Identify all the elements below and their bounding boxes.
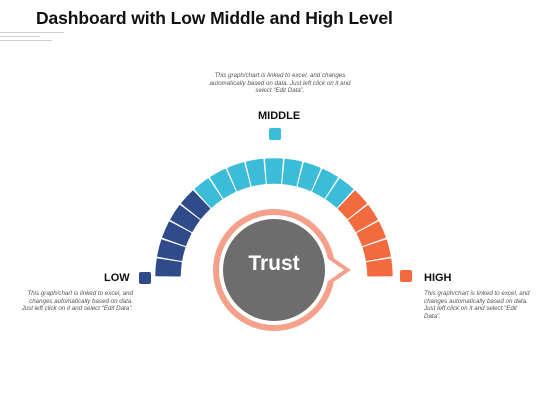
gauge-segment-high <box>366 258 393 277</box>
high-description: This graph/chart is linked to excel, and… <box>424 290 530 320</box>
gauge-segment-high <box>337 190 367 220</box>
high-marker <box>400 270 412 282</box>
gauge-segment-middle <box>245 158 266 187</box>
gauge-segment-low <box>181 190 211 220</box>
gauge-segment-low <box>162 221 192 247</box>
low-label: LOW <box>104 272 130 284</box>
gauge-segment-middle <box>265 158 283 184</box>
gauge-segment-high <box>356 221 386 247</box>
gauge-segment-low <box>157 239 186 262</box>
high-label: HIGH <box>424 272 452 284</box>
gauge-segment-high <box>362 239 391 262</box>
gauge-segment-middle <box>325 178 354 208</box>
center-circle <box>223 219 325 321</box>
gauge-segment-high <box>348 205 378 232</box>
middle-description: This graph/chart is linked to excel, and… <box>209 72 351 95</box>
gauge-segment-middle <box>282 158 303 187</box>
gauge-segment-middle <box>297 162 321 192</box>
low-description: This graph/chart is linked to excel, and… <box>21 290 133 313</box>
center-label: Trust <box>248 252 300 275</box>
gauge-segment-middle <box>194 178 223 208</box>
gauge-segment-middle <box>312 168 338 199</box>
gauge-segment-low <box>155 258 182 277</box>
gauge-segment-middle <box>227 162 251 192</box>
decorative-line <box>0 36 40 37</box>
middle-label: MIDDLE <box>258 110 301 122</box>
decorative-line <box>0 32 64 33</box>
page-title: Dashboard with Low Middle and High Level <box>36 8 393 28</box>
low-marker <box>139 272 151 284</box>
middle-marker <box>269 128 281 140</box>
gauge-segments <box>155 158 393 277</box>
gauge-segment-middle <box>210 168 236 199</box>
gauge-segment-low <box>170 205 200 232</box>
ring-pointer-gap <box>324 256 344 284</box>
decorative-line <box>0 40 52 41</box>
